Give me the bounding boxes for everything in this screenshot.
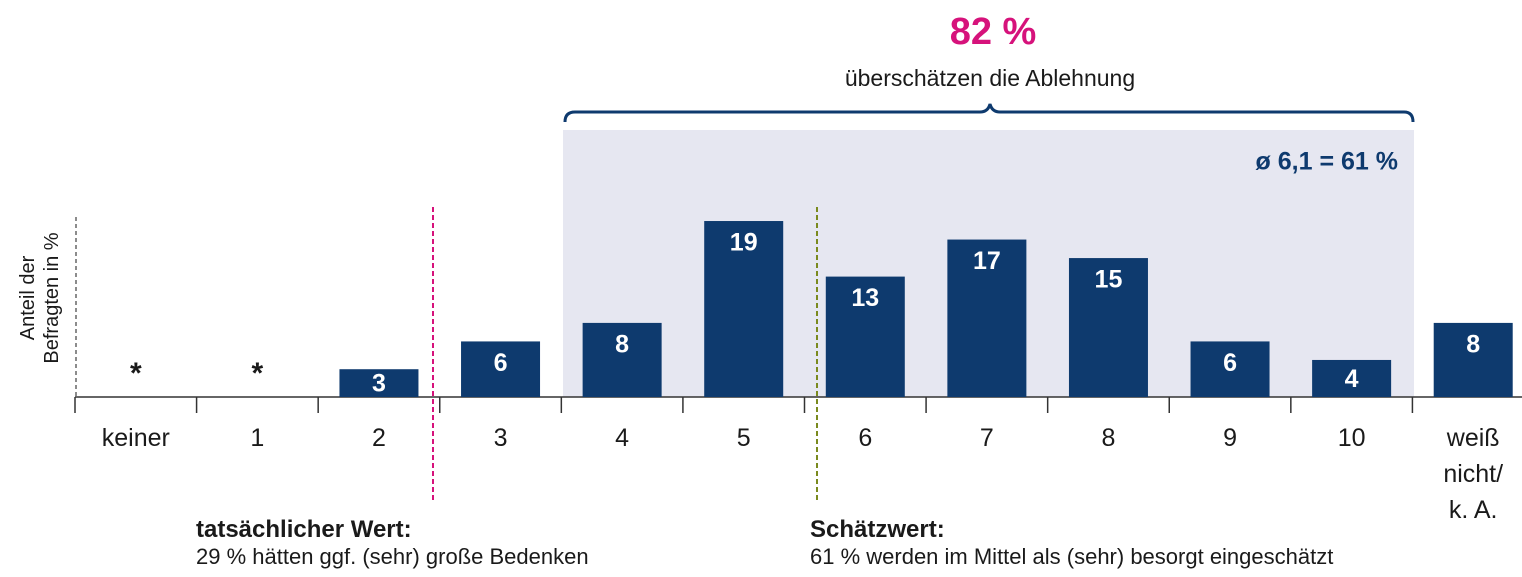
- value-label: 6: [1223, 349, 1237, 377]
- x-tick-label: 2: [372, 424, 386, 452]
- mean-label: ø 6,1 = 61 %: [1256, 148, 1398, 176]
- annotation: tatsächlicher Wert: 29 % hätten ggf. (seh…: [196, 516, 589, 570]
- bar: [339, 369, 419, 397]
- headline: 82 %: [950, 11, 1037, 53]
- x-tick-label: 7: [979, 424, 994, 452]
- x-tick-label: keiner: [101, 424, 170, 452]
- value-label: 17: [973, 247, 1001, 275]
- value-label: *: [252, 357, 264, 390]
- x-tick-label: 10: [1337, 424, 1366, 452]
- value-label: 4: [1345, 365, 1359, 393]
- x-tick-label: 1: [250, 424, 265, 452]
- x-tick-label: weiß nicht/ k. A.: [1443, 424, 1504, 524]
- headline-sub: überschätzen die Ablehnung: [845, 65, 1135, 91]
- bar: [704, 221, 784, 397]
- value-label: 3: [372, 370, 386, 398]
- value-label: 8: [615, 331, 629, 359]
- annotation-title: tatsächlicher Wert:: [196, 516, 412, 543]
- value-label: 8: [1466, 331, 1480, 359]
- bar: [1190, 341, 1270, 397]
- bar: [582, 322, 662, 397]
- x-tick-label: 5: [736, 424, 751, 452]
- x-tick-label: 4: [615, 424, 630, 452]
- x-tick-label: 9: [1223, 424, 1237, 452]
- annotation: Schätzwert: 61 % werden im Mittel als (se…: [810, 516, 1333, 570]
- value-label: *: [130, 357, 142, 390]
- brace: [563, 103, 1415, 123]
- y-axis-label: Anteil der Befragten in %: [17, 232, 63, 364]
- bar: [461, 341, 541, 397]
- bar: [825, 276, 905, 397]
- annotation-title: Schätzwert:: [810, 516, 945, 543]
- x-tick-label: 6: [858, 424, 873, 452]
- annotation-text: 61 % werden im Mittel als (sehr) besorgt…: [810, 544, 1334, 569]
- bar: [947, 239, 1027, 397]
- value-label: 19: [730, 229, 758, 257]
- value-label: 6: [494, 349, 508, 377]
- bar: [1312, 359, 1392, 397]
- value-label: 15: [1095, 266, 1123, 294]
- x-tick-label: 8: [1101, 424, 1116, 452]
- annotation-text: 29 % hätten ggf. (sehr) große Bedenken: [196, 544, 589, 569]
- value-label: 13: [851, 284, 879, 312]
- x-tick-label: 3: [493, 424, 508, 452]
- bar: [1433, 322, 1513, 397]
- bar: [1068, 258, 1148, 397]
